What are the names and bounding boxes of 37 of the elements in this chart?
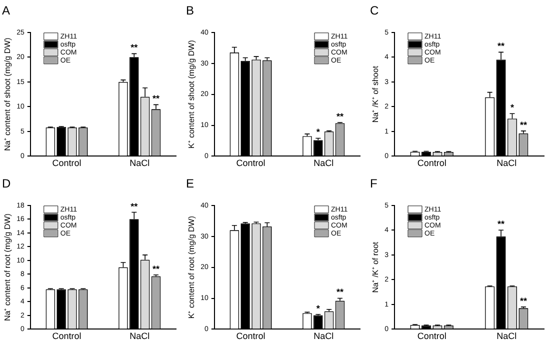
data-label: ** <box>520 296 528 306</box>
data-label: ** <box>498 41 506 52</box>
y-axis-title: Na⁺ /K⁺ of root <box>371 241 380 293</box>
y-axis-title: K⁺ content of shoot (mg/g DW) <box>187 40 196 148</box>
chart-title: C <box>370 4 379 18</box>
data-label: * <box>510 102 514 113</box>
data-label: ** <box>336 287 344 298</box>
x-tick-label: Control <box>417 158 446 168</box>
y-axis-title: Na⁺ content of shoot (mg/g DW) <box>3 37 12 151</box>
data-label: ** <box>130 42 138 53</box>
data-label: ** <box>498 219 506 230</box>
x-tick-label: NaCl <box>130 331 150 342</box>
x-tick-label: Control <box>236 331 266 342</box>
x-tick-label: Control <box>52 158 82 168</box>
data-label: ** <box>152 94 160 104</box>
y-axis-title: Na⁺ /K⁺ of shoot <box>371 65 380 123</box>
x-tick-label: Control <box>236 158 266 168</box>
x-tick-label: NaCl <box>496 158 517 168</box>
x-tick-label: Control <box>417 331 446 342</box>
x-tick-label: NaCl <box>130 158 150 168</box>
y-axis-title: K⁺ content of root (mg/g DW) <box>187 216 196 319</box>
chart-title: B <box>186 4 194 18</box>
chart-title: F <box>370 176 378 191</box>
data-label: ** <box>520 120 528 130</box>
chart-title: A <box>2 4 10 18</box>
data-label: * <box>316 303 320 314</box>
x-tick-label: Control <box>52 331 82 342</box>
data-label: ** <box>152 264 160 274</box>
chart-title: D <box>2 176 11 191</box>
y-axis-title: Na⁺ content of root (mg/g DW) <box>3 213 12 322</box>
x-tick-label: NaCl <box>314 158 334 168</box>
data-label: ** <box>130 201 138 212</box>
x-tick-label: NaCl <box>496 331 517 342</box>
data-label: ** <box>336 111 344 122</box>
data-label: * <box>316 127 320 138</box>
x-tick-label: NaCl <box>314 331 334 342</box>
chart-title: E <box>186 176 194 191</box>
